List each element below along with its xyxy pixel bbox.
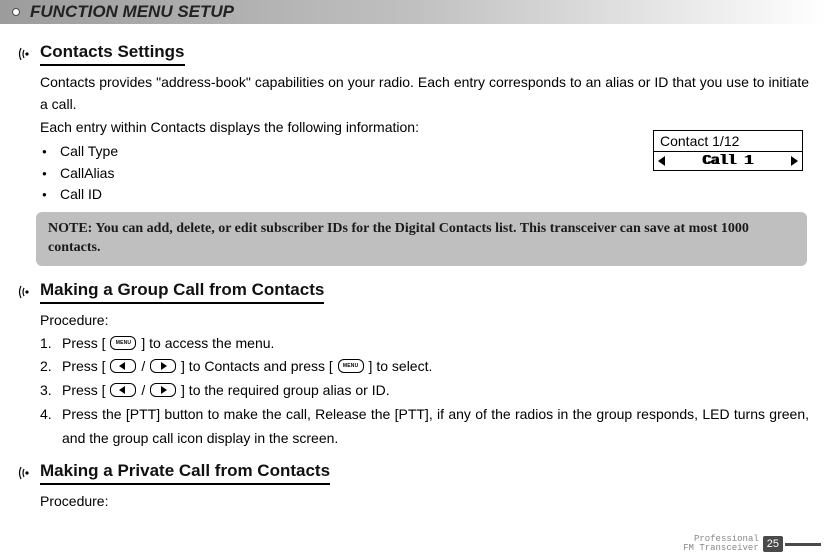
page-title: FUNCTION MENU SETUP bbox=[30, 2, 234, 22]
page-header-bar: FUNCTION MENU SETUP bbox=[0, 0, 827, 24]
menu-key-icon bbox=[338, 359, 364, 373]
step-2: Press [ / ] to Contacts and press [ ] to… bbox=[40, 355, 809, 379]
heading-text: Making a Group Call from Contacts bbox=[40, 280, 324, 304]
rf-waves-icon bbox=[18, 285, 34, 299]
display-row-2-text: Call 1 bbox=[703, 153, 753, 169]
menu-key-icon bbox=[110, 336, 136, 350]
bullet-call-id: Call ID bbox=[42, 184, 809, 206]
section-heading-private-call: Making a Private Call from Contacts bbox=[18, 461, 809, 485]
rf-waves-icon bbox=[18, 47, 34, 61]
footer-text: Professional FM Transceiver bbox=[683, 535, 759, 553]
page-number: 25 bbox=[763, 536, 783, 552]
left-key-icon bbox=[110, 383, 136, 397]
procedure-label: Procedure: bbox=[40, 491, 809, 513]
page-content: Contacts Settings Contacts provides "add… bbox=[0, 24, 827, 512]
header-bullet-icon bbox=[12, 8, 20, 16]
display-row-1: Contact 1/12 bbox=[654, 131, 802, 152]
step-1: Press [ ] to access the menu. bbox=[40, 332, 809, 356]
note-box: NOTE: You can add, delete, or edit subsc… bbox=[36, 212, 807, 266]
section-heading-contacts: Contacts Settings bbox=[18, 42, 809, 66]
contacts-paragraph-1: Contacts provides "address-book" capabil… bbox=[40, 72, 809, 115]
right-key-icon bbox=[150, 359, 176, 373]
footer-bar bbox=[785, 543, 821, 546]
group-call-procedure: Procedure: Press [ ] to access the menu.… bbox=[40, 310, 809, 451]
right-key-icon bbox=[150, 383, 176, 397]
page-footer: Professional FM Transceiver 25 bbox=[683, 535, 821, 553]
left-arrow-icon bbox=[658, 156, 665, 166]
private-call-procedure: Procedure: bbox=[40, 491, 809, 513]
right-arrow-icon bbox=[791, 156, 798, 166]
left-key-icon bbox=[110, 359, 136, 373]
display-row-2: Call 1 bbox=[654, 152, 802, 170]
step-4: Press the [PTT] button to make the call,… bbox=[40, 403, 809, 451]
radio-display-box: Contact 1/12 Call 1 bbox=[653, 130, 803, 171]
section-heading-group-call: Making a Group Call from Contacts bbox=[18, 280, 809, 304]
step-3: Press [ / ] to the required group alias … bbox=[40, 379, 809, 403]
heading-text: Making a Private Call from Contacts bbox=[40, 461, 330, 485]
heading-text: Contacts Settings bbox=[40, 42, 185, 66]
procedure-label: Procedure: bbox=[40, 310, 809, 332]
rf-waves-icon bbox=[18, 466, 34, 480]
